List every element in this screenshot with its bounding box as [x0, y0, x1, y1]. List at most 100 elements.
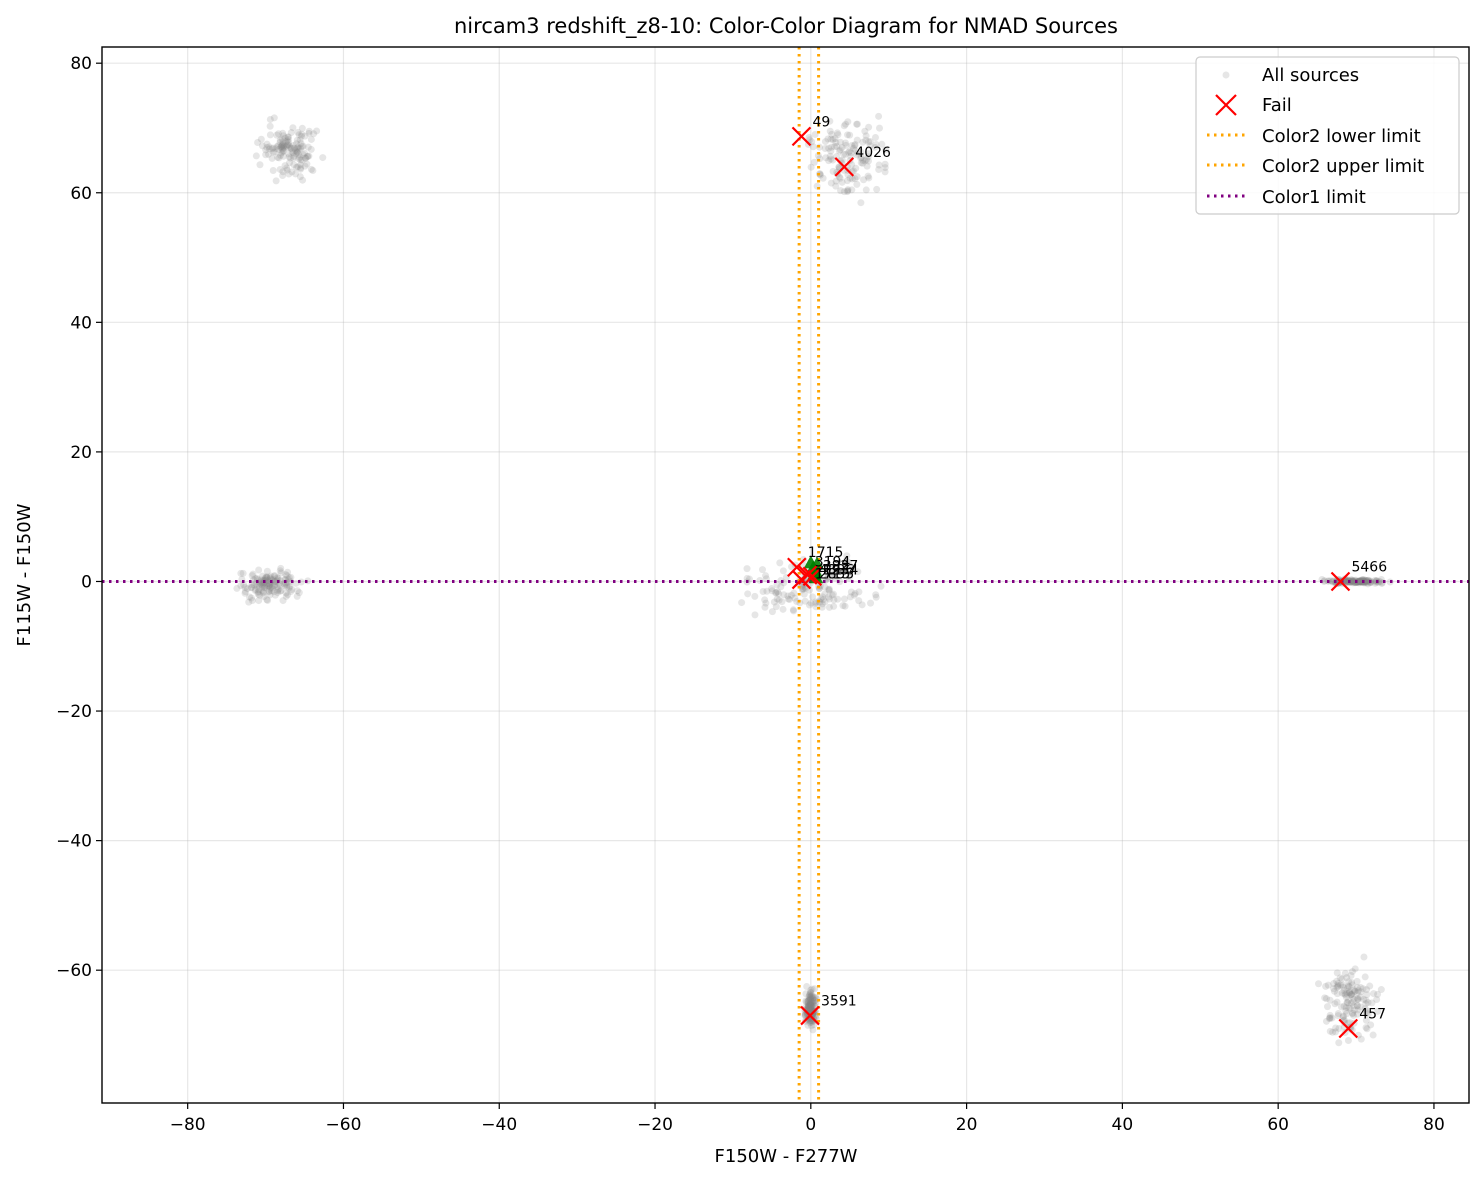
source-point: [864, 150, 872, 158]
source-point: [293, 136, 301, 144]
source-point: [738, 599, 746, 607]
source-point: [287, 144, 295, 152]
source-point: [1347, 991, 1355, 999]
source-point: [839, 602, 847, 610]
source-point: [858, 601, 866, 609]
source-point: [827, 143, 835, 151]
source-point: [299, 176, 307, 184]
source-point: [807, 1004, 815, 1012]
crowded-source-id-label: 3194: [815, 554, 851, 570]
source-point: [844, 186, 852, 194]
source-point: [806, 601, 814, 609]
source-point: [240, 581, 248, 589]
source-point: [1360, 576, 1368, 584]
source-point: [294, 143, 302, 151]
source-point: [840, 150, 848, 158]
source-point: [825, 595, 833, 603]
source-point: [285, 170, 293, 178]
source-point: [264, 577, 272, 584]
source-point: [1326, 1011, 1334, 1019]
source-point: [743, 574, 751, 582]
source-point: [1354, 577, 1362, 585]
source-point: [872, 593, 880, 601]
source-point: [851, 141, 859, 149]
source-point: [807, 1005, 815, 1013]
source-point: [1348, 992, 1356, 1000]
fail-marker: [800, 1005, 820, 1026]
source-point: [826, 152, 834, 160]
source-point: [825, 586, 833, 594]
y-axis-title: F115W - F150W: [14, 503, 35, 646]
source-point: [261, 583, 269, 591]
x-axis-ticks: −80 −60 −40 −20 0 20 40 60 80: [170, 1103, 1445, 1135]
source-point: [841, 139, 849, 147]
source-point: [1349, 1010, 1357, 1018]
source-point: [272, 145, 280, 153]
legend-label-color2-lower: Color2 lower limit: [1262, 126, 1421, 147]
source-point: [1332, 1024, 1340, 1032]
source-point: [806, 1017, 814, 1025]
source-point: [266, 115, 274, 123]
source-point: [291, 146, 299, 154]
source-point: [255, 566, 263, 574]
source-point: [1329, 1028, 1337, 1036]
source-point: [807, 995, 815, 1003]
source-point: [806, 1005, 814, 1013]
source-point: [1326, 996, 1334, 1004]
source-point: [286, 578, 294, 586]
source-point: [864, 157, 872, 165]
source-point: [1361, 578, 1369, 586]
source-point: [840, 188, 848, 196]
source-point: [831, 135, 839, 143]
source-point: [275, 145, 283, 153]
source-point: [807, 999, 815, 1007]
source-point: [1349, 577, 1357, 585]
source-point: [285, 584, 293, 592]
source-point: [263, 140, 271, 148]
source-point: [1345, 989, 1353, 997]
source-point: [233, 584, 241, 592]
source-point: [871, 133, 879, 141]
source-point: [805, 133, 813, 141]
source-point: [302, 154, 310, 162]
source-point: [1354, 578, 1362, 586]
source-point: [825, 585, 833, 593]
fail-marker: [791, 569, 812, 590]
source-id-label: 3591: [821, 994, 857, 1010]
source-point: [1362, 1007, 1370, 1015]
source-point: [283, 583, 291, 591]
source-point: [876, 124, 884, 132]
source-point: [263, 143, 271, 151]
fail-marker: [1330, 571, 1351, 592]
source-point: [853, 173, 861, 181]
source-point: [842, 150, 850, 158]
fail-marker: [834, 157, 855, 177]
y-tick-label: 0: [81, 572, 92, 592]
source-point: [304, 143, 312, 151]
source-point: [762, 599, 770, 607]
source-point: [283, 142, 291, 150]
source-point: [256, 591, 264, 599]
source-point: [821, 598, 829, 606]
source-point: [807, 1002, 815, 1010]
source-point: [282, 592, 290, 600]
source-point: [267, 584, 275, 592]
source-point: [292, 140, 300, 148]
source-point: [1333, 990, 1341, 998]
source-point: [805, 1000, 813, 1008]
source-point: [1337, 981, 1345, 989]
source-point: [780, 591, 788, 599]
source-point: [866, 138, 874, 146]
source-point: [1364, 999, 1372, 1007]
source-point: [274, 585, 282, 593]
source-point: [1334, 981, 1342, 989]
source-point: [262, 146, 270, 154]
source-point: [875, 112, 883, 120]
source-point: [779, 567, 787, 575]
source-point: [1326, 1013, 1334, 1021]
source-point: [1342, 1003, 1350, 1011]
source-point: [262, 574, 270, 582]
source-point: [1346, 989, 1354, 997]
source-point: [809, 999, 817, 1007]
source-point: [294, 163, 302, 171]
